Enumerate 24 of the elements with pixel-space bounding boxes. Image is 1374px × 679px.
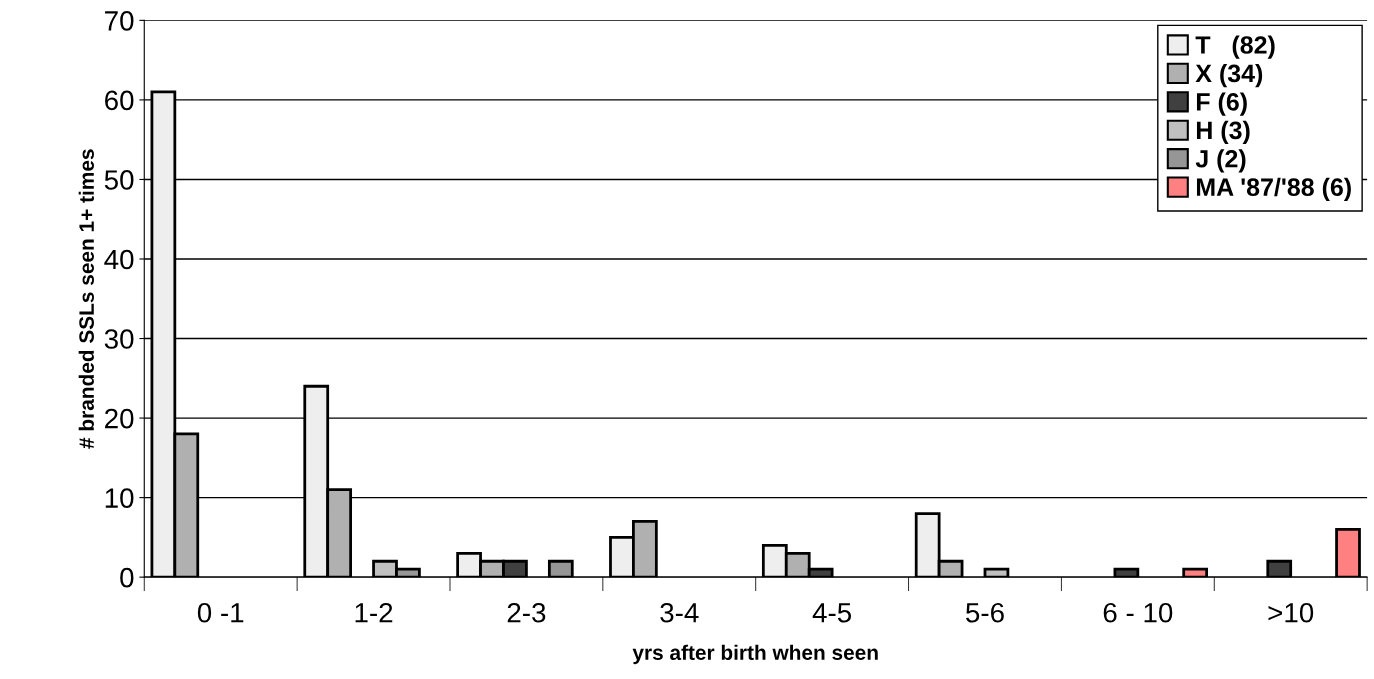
y-axis-title: # branded SSLs seen 1+ times xyxy=(78,149,94,449)
y-tick-label: 0 xyxy=(120,567,134,588)
x-tick-label: >10 xyxy=(1268,602,1314,623)
legend-label: MA '87/'88 (6) xyxy=(1196,177,1351,201)
y-tick-label: 50 xyxy=(104,170,134,190)
x-tick-label: 6 - 10 xyxy=(1103,602,1173,623)
x-tick-label: 1-2 xyxy=(355,602,393,623)
y-tick-label: 40 xyxy=(104,249,134,270)
x-tick-label: 0 -1 xyxy=(197,602,244,623)
y-tick-label: 70 xyxy=(105,11,134,31)
x-tick-label: 4-5 xyxy=(812,603,852,623)
y-tick-label: 10 xyxy=(105,488,134,508)
y-tick-label: 20 xyxy=(105,408,134,429)
x-tick-label: 2-3 xyxy=(507,602,546,623)
x-tick-label: 5-6 xyxy=(966,602,1004,623)
legend-label: F (6) xyxy=(1196,92,1247,116)
x-axis-title: yrs after birth when seen xyxy=(632,644,878,665)
y-tick-label: 30 xyxy=(104,329,134,349)
legend-label: H (3) xyxy=(1196,120,1250,145)
legend-label: J (2) xyxy=(1195,149,1246,173)
x-tick-label: 3-4 xyxy=(660,602,699,623)
legend-label: T (82) xyxy=(1195,35,1275,59)
y-tick-label: 60 xyxy=(105,90,134,111)
legend-label: X (34) xyxy=(1195,63,1263,88)
